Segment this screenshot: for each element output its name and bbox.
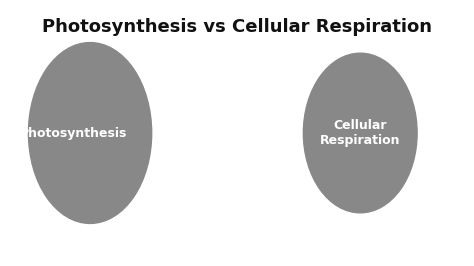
Text: Photosynthesis: Photosynthesis — [20, 127, 127, 139]
Text: Cellular
Respiration: Cellular Respiration — [320, 119, 401, 147]
Ellipse shape — [303, 53, 417, 213]
Text: Photosynthesis vs Cellular Respiration: Photosynthesis vs Cellular Respiration — [42, 18, 432, 36]
Ellipse shape — [28, 43, 152, 223]
